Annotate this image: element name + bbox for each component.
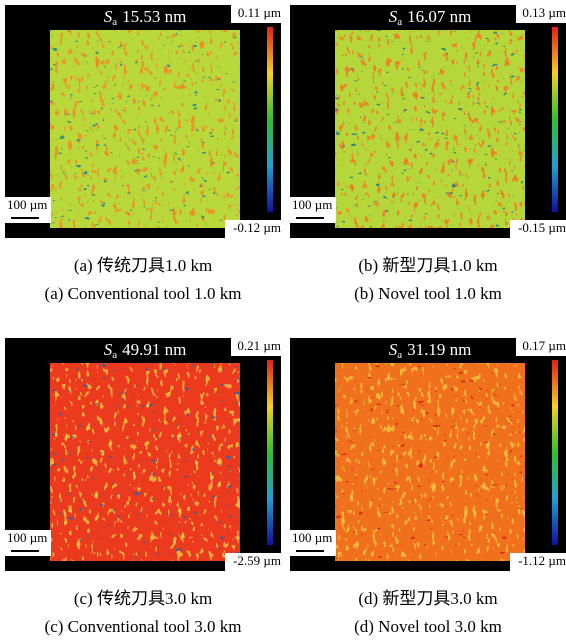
scale-label: 100 µm xyxy=(292,530,332,545)
max-label: 0.21 µm xyxy=(237,338,281,353)
max-box xyxy=(231,338,281,356)
sa-subscript: a xyxy=(397,16,402,28)
max-label: 0.17 µm xyxy=(522,338,566,353)
colorbar xyxy=(552,27,558,212)
max-box xyxy=(516,338,566,356)
max-label: 0.11 µm xyxy=(238,5,281,20)
sa-value: 15.53 nm xyxy=(122,7,186,26)
sa-subscript: a xyxy=(397,349,402,361)
colorbar xyxy=(267,360,273,545)
caption-en: (a) Conventional tool 1.0 km xyxy=(45,284,242,303)
panel: Sa 31.19 nm 0.17 µm -1.12 µm 100 µm (d) 新型刀具3… xyxy=(290,338,566,636)
min-label: -2.59 µm xyxy=(233,553,281,568)
surface-dark xyxy=(335,30,525,228)
sa-title: Sa 31.19 nm xyxy=(389,340,472,361)
panel: Sa 49.91 nm 0.21 µm -2.59 µm 100 µm (c) 传统刀具3… xyxy=(5,338,281,636)
sa-value: 49.91 nm xyxy=(122,340,186,359)
max-box xyxy=(516,5,566,23)
panel: Sa 15.53 nm 0.11 µm -0.12 µm 100 µm (a) 传统刀具1… xyxy=(5,5,281,303)
max-label: 0.13 µm xyxy=(522,5,566,20)
sa-subscript: a xyxy=(112,16,117,28)
caption-en: (c) Conventional tool 3.0 km xyxy=(45,617,242,636)
scale-label: 100 µm xyxy=(7,530,47,545)
min-box xyxy=(510,553,566,571)
scale-label: 100 µm xyxy=(7,197,47,212)
sa-symbol: S xyxy=(104,7,113,26)
min-box xyxy=(510,220,566,238)
sa-value: 16.07 nm xyxy=(407,7,471,26)
caption-cn: (b) 新型刀具1.0 km xyxy=(358,256,497,275)
min-label: -0.15 µm xyxy=(518,220,566,235)
caption-cn: (c) 传统刀具3.0 km xyxy=(74,589,212,608)
caption-en: (d) Novel tool 3.0 km xyxy=(354,617,502,636)
sa-title: Sa 16.07 nm xyxy=(389,7,472,28)
caption-en: (b) Novel tool 1.0 km xyxy=(354,284,502,303)
surface-dark xyxy=(50,30,240,228)
caption-cn: (a) 传统刀具1.0 km xyxy=(74,256,212,275)
surface-dark xyxy=(50,363,240,561)
sa-title: Sa 15.53 nm xyxy=(104,7,187,28)
min-label: -1.12 µm xyxy=(518,553,566,568)
sa-title: Sa 49.91 nm xyxy=(104,340,187,361)
sa-symbol: S xyxy=(104,340,113,359)
panel: Sa 16.07 nm 0.13 µm -0.15 µm 100 µm (b) 新型刀具1… xyxy=(290,5,566,303)
sa-value: 31.19 nm xyxy=(407,340,471,359)
min-label: -0.12 µm xyxy=(233,220,281,235)
colorbar xyxy=(552,360,558,545)
min-box xyxy=(225,220,281,238)
caption-cn: (d) 新型刀具3.0 km xyxy=(358,589,497,608)
min-box xyxy=(225,553,281,571)
sa-symbol: S xyxy=(389,7,398,26)
sa-subscript: a xyxy=(112,349,117,361)
max-box xyxy=(231,5,281,23)
surface-dark xyxy=(335,363,525,561)
scale-label: 100 µm xyxy=(292,197,332,212)
sa-symbol: S xyxy=(389,340,398,359)
colorbar xyxy=(267,27,273,212)
